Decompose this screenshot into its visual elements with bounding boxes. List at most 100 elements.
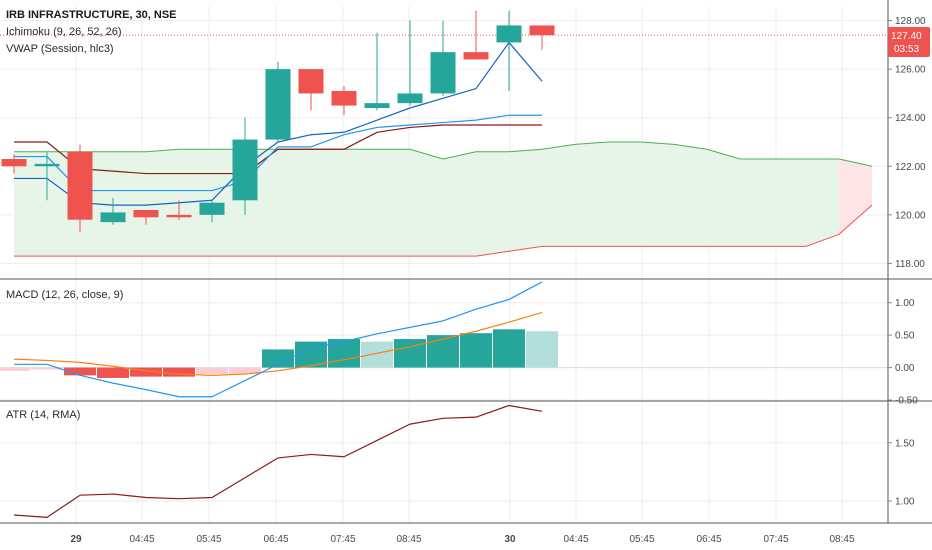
atr-line: [13, 404, 543, 518]
macd-histogram-bar: [262, 349, 294, 368]
candle[interactable]: [364, 32, 390, 111]
time-axis[interactable]: 29 04:45 05:45 06:45 07:45 08:45 30 04:45 05:45 0…: [70, 534, 855, 545]
x-tick-label: 07:45: [330, 534, 355, 545]
macd-histogram-bar: [196, 367, 228, 375]
x-tick-label: 06:45: [263, 534, 288, 545]
candle-body: [496, 25, 522, 43]
atr-tick-label: 1.00: [895, 497, 915, 508]
last-price-label: 127.40: [891, 31, 922, 42]
symbol-title: IRB INFRASTRUCTURE, 30, NSE: [6, 9, 177, 21]
macd-legend[interactable]: MACD (12, 26, close, 9): [6, 289, 123, 301]
atr-legend[interactable]: ATR (14, RMA): [6, 409, 80, 421]
candle-body: [232, 139, 258, 201]
candle[interactable]: [463, 10, 489, 60]
candle-body: [331, 91, 357, 106]
candle-body: [298, 69, 324, 94]
price-tick-label: 120.00: [895, 210, 926, 221]
candle-body: [397, 93, 423, 104]
countdown-label: 03:53: [894, 44, 919, 55]
candle-body: [430, 52, 456, 94]
x-tick-label: 08:45: [396, 534, 421, 545]
ichimoku-legend[interactable]: Ichimoku (9, 26, 52, 26): [6, 26, 122, 38]
candle-body: [364, 103, 390, 108]
legend-block: IRB INFRASTRUCTURE, 30, NSE Ichimoku (9,…: [6, 9, 177, 55]
candle-body: [133, 210, 159, 218]
atr-tick-label: 1.50: [895, 438, 915, 449]
macd-histogram-bar: [229, 367, 261, 375]
candle-body: [67, 151, 93, 220]
macd-tick-label: 0.50: [895, 331, 915, 342]
ichimoku-conversion-line: [14, 114, 542, 192]
ichimoku-cloud: [14, 141, 873, 257]
macd-histogram-bar: [64, 367, 96, 376]
cloud-fill-bullish: [14, 142, 872, 257]
candle[interactable]: [1, 154, 27, 174]
candle-body: [199, 202, 225, 215]
candle[interactable]: [298, 69, 324, 111]
macd-histogram-bar: [97, 367, 129, 378]
ichimoku-base-line: [14, 124, 542, 175]
macd-tick-label: -0.50: [895, 396, 918, 407]
x-tick-label: 29: [70, 534, 82, 545]
x-tick-label: 05:45: [196, 534, 221, 545]
macd-signal-line: [13, 311, 543, 376]
price-tick-label: 122.00: [895, 162, 926, 173]
candle[interactable]: [496, 10, 522, 91]
macd-histogram-bar: [0, 367, 30, 371]
macd-histogram-bar: [31, 367, 63, 370]
macd-tick-label: 1.00: [895, 298, 915, 309]
x-tick-label: 08:45: [829, 534, 854, 545]
candles[interactable]: [1, 10, 555, 232]
cloud-fill-bearish: [839, 159, 872, 235]
candle[interactable]: [199, 200, 225, 223]
price-axis[interactable]: 118.00 120.00 122.00 124.00 126.00 128.00 1.00…: [888, 16, 926, 508]
candle[interactable]: [100, 197, 126, 225]
price-tag-background: [888, 27, 930, 57]
candle[interactable]: [166, 200, 192, 220]
cloud-span-b-line: [14, 204, 873, 257]
vwap-legend[interactable]: VWAP (Session, hlc3): [6, 43, 114, 55]
x-tick-label: 30: [504, 534, 516, 545]
macd-histogram-bar: [361, 341, 393, 368]
price-tag: 127.40 03:53: [888, 27, 930, 57]
macd-histogram-bar: [493, 329, 525, 368]
candle-body: [265, 69, 291, 140]
x-tick-label: 04:45: [129, 534, 154, 545]
macd-line: [14, 281, 543, 398]
macd-tick-label: 0.00: [895, 363, 915, 374]
candle-body: [529, 25, 555, 36]
macd-pane: [0, 281, 888, 398]
x-tick-label: 07:45: [763, 534, 788, 545]
candle[interactable]: [529, 25, 555, 50]
candle[interactable]: [34, 151, 60, 201]
candle[interactable]: [265, 61, 291, 142]
price-tick-label: 124.00: [895, 113, 926, 124]
price-tick-label: 128.00: [895, 16, 926, 27]
pane-frame: [0, 0, 932, 524]
candle[interactable]: [430, 20, 456, 96]
x-tick-label: 05:45: [629, 534, 654, 545]
candle-body: [166, 214, 192, 218]
candle[interactable]: [397, 20, 423, 106]
price-tick-label: 126.00: [895, 65, 926, 76]
candle[interactable]: [133, 210, 159, 225]
x-tick-label: 06:45: [696, 534, 721, 545]
candle[interactable]: [232, 117, 258, 215]
macd-histogram-bar: [394, 339, 426, 368]
cloud-span-a-line: [14, 141, 873, 167]
candle-body: [1, 159, 27, 167]
price-tick-label: 118.00: [895, 259, 925, 270]
candle[interactable]: [331, 86, 357, 116]
macd-histogram-bar: [163, 367, 195, 377]
macd-histogram-bar: [427, 335, 459, 368]
macd-histogram-bar: [130, 367, 162, 377]
atr-pane: [13, 404, 543, 518]
macd-histogram-bar: [460, 333, 492, 368]
candle-body: [463, 52, 489, 60]
candle-body: [100, 212, 126, 223]
candle[interactable]: [67, 144, 93, 232]
x-tick-label: 04:45: [563, 534, 588, 545]
